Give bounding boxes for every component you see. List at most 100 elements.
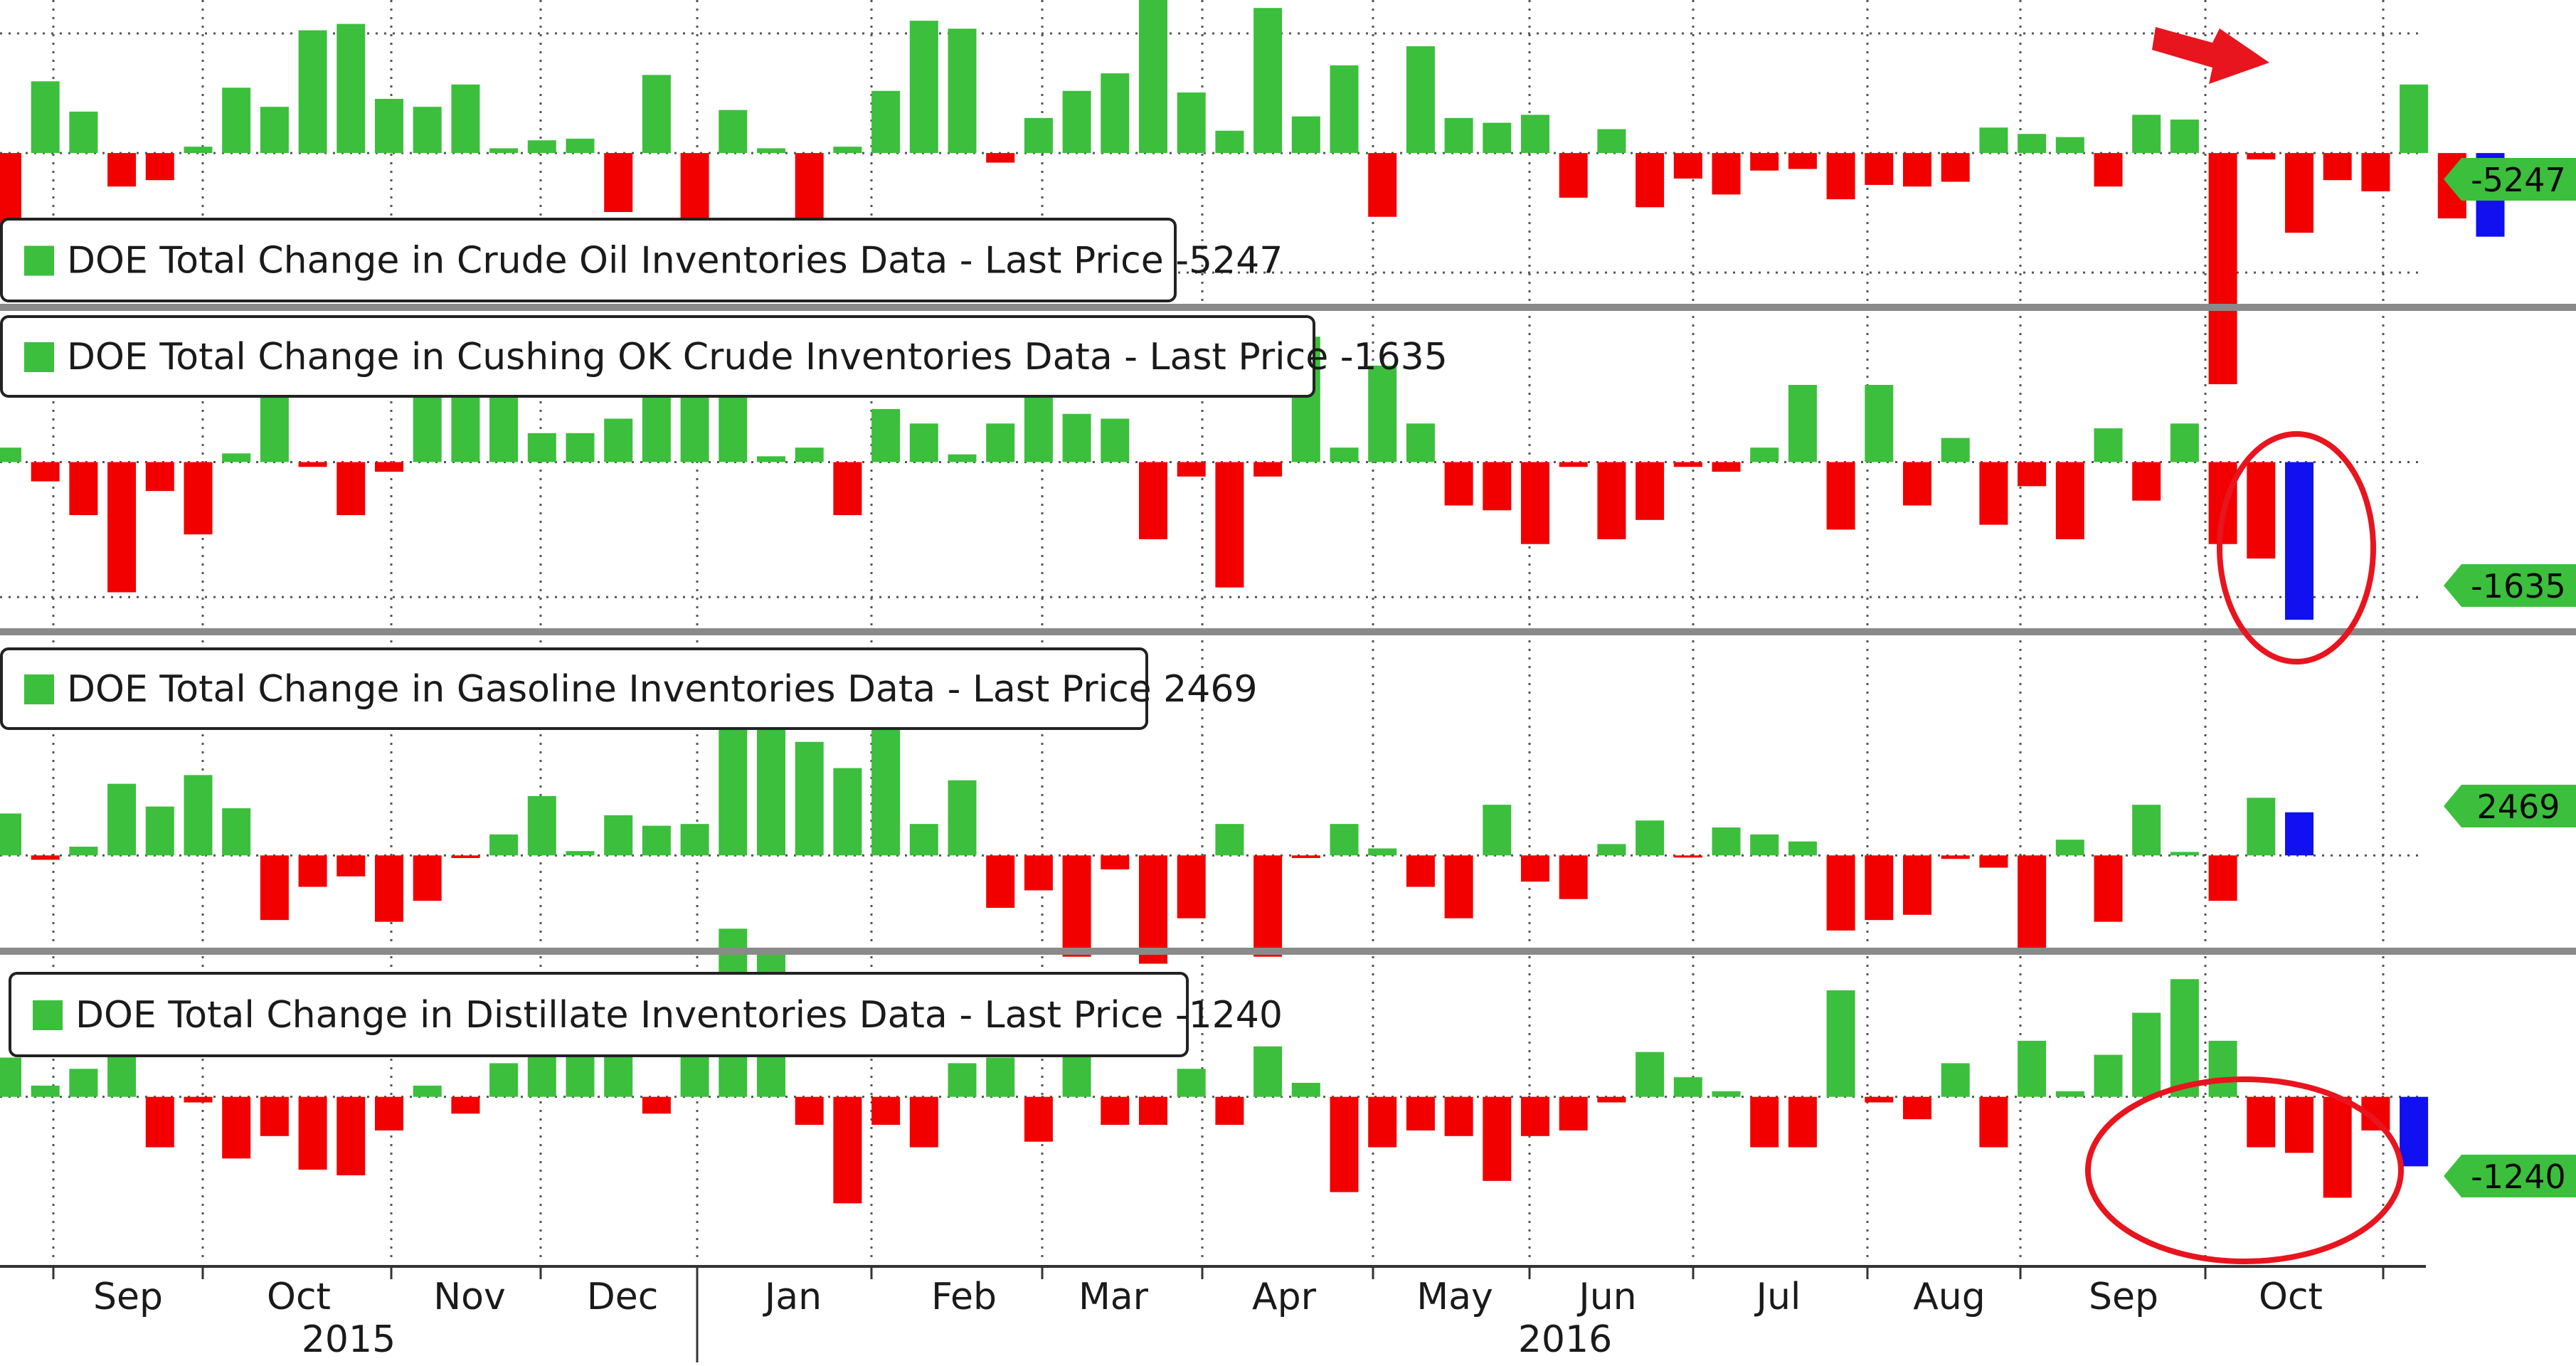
- data-bar: [1788, 1096, 1817, 1148]
- data-bar: [1406, 423, 1435, 462]
- month-tick-label: Aug: [1913, 1276, 1986, 1318]
- data-bar: [527, 433, 556, 462]
- data-bar: [1215, 462, 1244, 588]
- data-bar: [1330, 65, 1359, 154]
- data-bar: [2055, 462, 2084, 539]
- data-bar: [1368, 365, 1397, 462]
- data-bar: [31, 1085, 60, 1097]
- data-bar: [642, 825, 671, 856]
- month-tick-label: Jul: [1754, 1276, 1801, 1318]
- legend-swatch: [24, 245, 54, 276]
- legend-box: DOE Total Change in Distillate Inventori…: [9, 972, 1283, 1057]
- data-bar: [222, 808, 251, 856]
- data-bar: [909, 423, 938, 462]
- data-bar: [1636, 462, 1665, 520]
- data-bar: [1750, 153, 1779, 171]
- data-bar: [1712, 827, 1741, 856]
- legend-frame: [9, 972, 1189, 1057]
- data-bar: [489, 834, 519, 856]
- data-bar: [2018, 1040, 2047, 1097]
- month-tick-label: Apr: [1252, 1276, 1317, 1318]
- data-bar: [375, 1096, 403, 1131]
- data-bar: [1444, 117, 1473, 154]
- data-bar: [833, 1096, 862, 1204]
- data-bar: [1483, 805, 1512, 856]
- data-bar: [1826, 462, 1855, 530]
- data-bar: [260, 1096, 289, 1136]
- legend-box: DOE Total Change in Cushing OK Crude Inv…: [0, 315, 1448, 398]
- data-bar: [2018, 462, 2047, 487]
- data-bar: [1406, 855, 1435, 887]
- data-bar: [145, 1096, 174, 1148]
- data-bar: [2132, 115, 2161, 154]
- data-bar: [757, 148, 785, 154]
- data-bar: [2132, 805, 2161, 856]
- legend-frame: [0, 647, 1148, 730]
- data-bar: [2247, 1096, 2276, 1148]
- legend-swatch: [24, 674, 54, 704]
- value-tag-shape: [2444, 1155, 2576, 1197]
- data-bar: [1673, 153, 1702, 179]
- data-bar: [145, 806, 174, 856]
- data-bar: [833, 768, 862, 856]
- data-bar: [1941, 855, 1970, 859]
- data-bar: [1788, 385, 1817, 462]
- data-bar: [680, 824, 709, 856]
- data-bar: [986, 423, 1015, 462]
- data-bar: [1559, 462, 1588, 467]
- data-bar: [1865, 1096, 1894, 1103]
- data-bar: [336, 855, 366, 877]
- data-bar: [1483, 122, 1512, 154]
- data-bar: [1865, 153, 1894, 185]
- data-bar: [451, 84, 480, 154]
- data-bar: [184, 462, 213, 535]
- data-bar: [1024, 855, 1053, 891]
- data-bar: [527, 795, 556, 856]
- data-bar: [948, 780, 977, 856]
- data-bar: [948, 1063, 977, 1097]
- data-bar: [1177, 92, 1206, 154]
- data-bar: [1903, 1096, 1931, 1120]
- data-bar: [2361, 153, 2390, 191]
- legend-swatch: [33, 1000, 63, 1030]
- month-tick-label: Oct: [2259, 1276, 2323, 1318]
- data-bar: [642, 1096, 671, 1114]
- data-bar: [1903, 855, 1931, 915]
- data-bar: [948, 28, 977, 154]
- data-bar: [2018, 134, 2047, 154]
- data-bar: [1941, 1063, 1970, 1097]
- value-tag-text: -1635: [2471, 567, 2566, 605]
- data-bar: [1253, 462, 1283, 477]
- data-bar: [1139, 462, 1167, 539]
- data-bar: [336, 462, 366, 516]
- data-bar: [795, 153, 824, 230]
- data-bar: [1101, 418, 1130, 462]
- red-arrow-annotation: [2152, 27, 2269, 84]
- data-bar: [2323, 153, 2352, 181]
- legend-frame: [0, 218, 1177, 302]
- data-bar: [1101, 855, 1130, 869]
- data-bar: [1903, 153, 1931, 187]
- red-circle-annotation: [2217, 431, 2376, 665]
- data-bar: [1865, 385, 1894, 462]
- data-bar: [0, 813, 21, 856]
- data-bar: [986, 855, 1015, 908]
- data-bar: [69, 462, 98, 516]
- data-bar: [2094, 855, 2123, 922]
- data-bar: [1330, 824, 1359, 856]
- data-bar: [986, 1057, 1015, 1097]
- data-bar: [2055, 1091, 2084, 1097]
- data-bar: [69, 1069, 98, 1097]
- data-bar: [1979, 462, 2008, 525]
- data-bar: [1597, 129, 1626, 154]
- legend-box: DOE Total Change in Crude Oil Inventorie…: [0, 218, 1283, 302]
- data-bar: [1177, 855, 1206, 918]
- data-bar: [566, 851, 595, 856]
- data-bar: [1750, 1096, 1779, 1148]
- data-bar: [1673, 462, 1702, 467]
- value-tag-text: -1240: [2471, 1158, 2566, 1196]
- data-bar: [2247, 153, 2276, 160]
- data-bar: [871, 90, 901, 154]
- data-bar: [107, 462, 137, 593]
- data-bar: [2285, 153, 2313, 233]
